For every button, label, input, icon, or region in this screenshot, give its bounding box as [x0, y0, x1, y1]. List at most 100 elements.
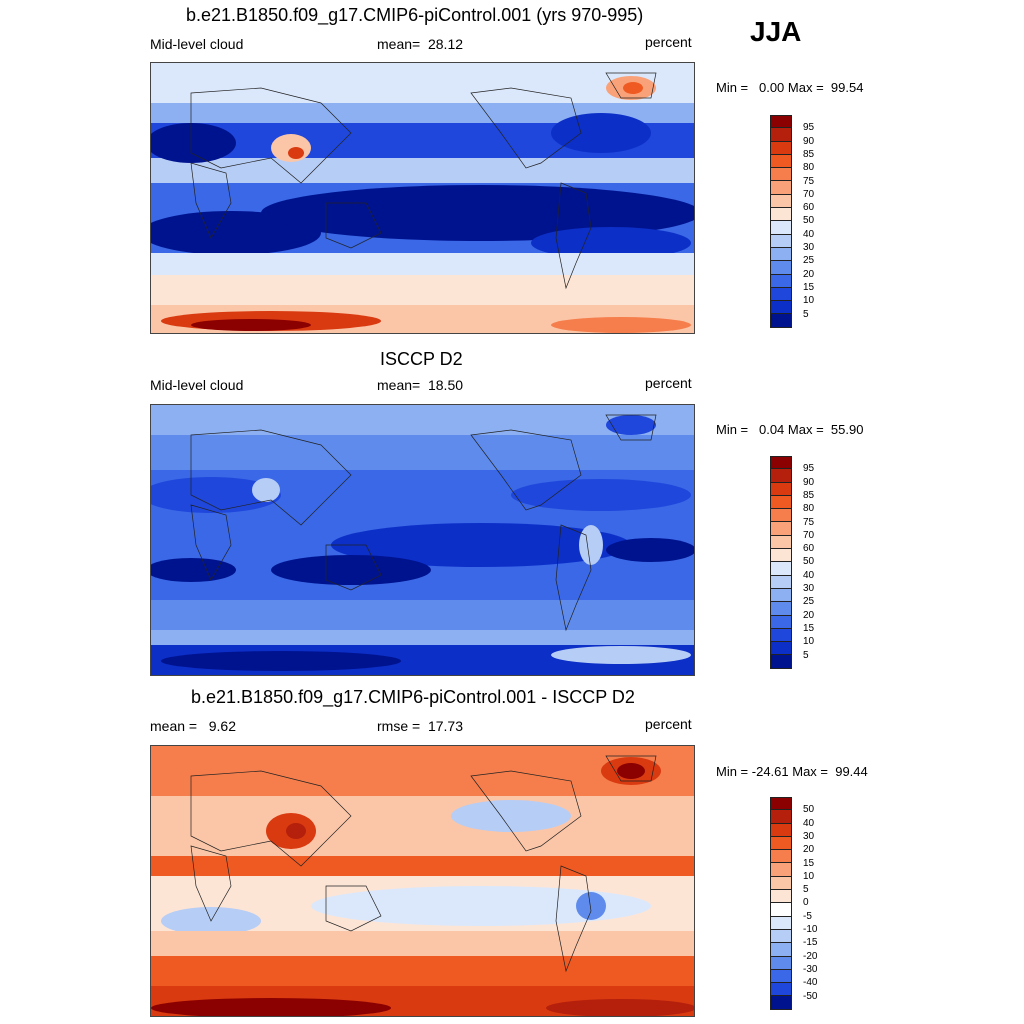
- colorbar-tick-label: 20: [803, 268, 815, 280]
- panel3-rmse-label: rmse = 17.73: [377, 718, 463, 734]
- colorbar-swatch: [770, 168, 792, 182]
- colorbar-swatch: [770, 983, 792, 997]
- panel3-colorbar: [770, 797, 792, 1010]
- colorbar-swatch: [770, 969, 792, 984]
- colorbar-tick-label: 80: [803, 503, 815, 515]
- colorbar-tick-label: 15: [803, 857, 815, 869]
- colorbar-swatch: [770, 469, 792, 483]
- panel2-mean-label: mean= 18.50: [377, 377, 464, 393]
- colorbar-swatch: [770, 535, 792, 550]
- panel1-mean-label: mean= 28.12: [377, 36, 464, 52]
- colorbar-swatch: [770, 495, 792, 510]
- panel2-variable-label: Mid-level cloud: [150, 377, 244, 393]
- colorbar-swatch: [770, 797, 792, 811]
- colorbar-swatch: [770, 301, 792, 315]
- colorbar-swatch: [770, 876, 792, 891]
- colorbar-tick-label: 50: [803, 556, 815, 568]
- colorbar-tick-label: 85: [803, 489, 815, 501]
- colorbar-swatch: [770, 890, 792, 904]
- colorbar-swatch: [770, 850, 792, 864]
- colorbar-swatch: [770, 823, 792, 837]
- colorbar-swatch: [770, 810, 792, 824]
- colorbar-swatch: [770, 943, 792, 957]
- colorbar-swatch: [770, 128, 792, 142]
- colorbar-tick-label: 10: [803, 295, 815, 307]
- panel2-map-field: [151, 405, 694, 675]
- colorbar-tick-label: 95: [803, 463, 815, 475]
- colorbar-swatch: [770, 287, 792, 302]
- colorbar-tick-label: 90: [803, 476, 815, 488]
- colorbar-swatch: [770, 509, 792, 523]
- season-label: JJA: [750, 16, 802, 47]
- colorbar-swatch: [770, 261, 792, 275]
- colorbar-tick-label: 5: [803, 884, 809, 896]
- colorbar-tick-label: 40: [803, 817, 815, 829]
- colorbar-tick-label: 0: [803, 897, 809, 909]
- colorbar-tick-label: 70: [803, 529, 815, 541]
- colorbar-tick-label: -50: [803, 990, 818, 1002]
- panel1-colorbar: [770, 115, 792, 328]
- colorbar-swatch: [770, 181, 792, 195]
- colorbar-tick-label: 20: [803, 844, 815, 856]
- panel1-variable-label: Mid-level cloud: [150, 36, 244, 52]
- colorbar-swatch: [770, 549, 792, 563]
- panel3-map: [150, 745, 695, 1017]
- colorbar-swatch: [770, 836, 792, 851]
- colorbar-swatch: [770, 221, 792, 235]
- colorbar-tick-label: 50: [803, 215, 815, 227]
- colorbar-swatch: [770, 194, 792, 209]
- colorbar-tick-label: 40: [803, 569, 815, 581]
- panel3-units-label: percent: [645, 716, 692, 732]
- colorbar-swatch: [770, 916, 792, 930]
- colorbar-tick-label: 30: [803, 242, 815, 253]
- panel2-colorbar: [770, 456, 792, 669]
- colorbar-swatch: [770, 996, 792, 1010]
- colorbar-swatch: [770, 903, 792, 917]
- colorbar-swatch: [770, 588, 792, 603]
- colorbar-tick-label: 30: [803, 583, 815, 594]
- colorbar-swatch: [770, 642, 792, 656]
- panel1-minmax-label: Min = 0.00 Max = 99.54: [716, 80, 864, 95]
- colorbar-tick-label: 30: [803, 830, 815, 842]
- colorbar-tick-label: 75: [803, 175, 815, 187]
- colorbar-tick-label: -5: [803, 910, 812, 922]
- colorbar-tick-label: 10: [803, 870, 815, 882]
- colorbar-tick-label: 20: [803, 609, 815, 621]
- colorbar-tick-label: 80: [803, 162, 815, 174]
- colorbar-tick-label: 25: [803, 596, 815, 608]
- colorbar-swatch: [770, 314, 792, 328]
- colorbar-tick-label: -10: [803, 924, 818, 935]
- colorbar-tick-label: -15: [803, 937, 818, 949]
- colorbar-tick-label: 10: [803, 636, 815, 648]
- colorbar-swatch: [770, 522, 792, 536]
- colorbar-swatch: [770, 141, 792, 155]
- panel3-minmax-label: Min = -24.61 Max = 99.44: [716, 764, 868, 779]
- colorbar-tick-label: 50: [803, 804, 815, 816]
- panel1-map-field: [151, 63, 694, 333]
- colorbar-swatch: [770, 628, 792, 643]
- colorbar-tick-label: -30: [803, 963, 818, 975]
- colorbar-tick-label: 15: [803, 281, 815, 293]
- panel2-units-label: percent: [645, 375, 692, 391]
- colorbar-tick-label: 15: [803, 622, 815, 634]
- colorbar-swatch: [770, 456, 792, 470]
- colorbar-tick-label: 60: [803, 543, 815, 555]
- colorbar-swatch: [770, 208, 792, 222]
- colorbar-swatch: [770, 956, 792, 970]
- panel1-title: b.e21.B1850.f09_g17.CMIP6-piControl.001 …: [186, 5, 644, 25]
- panel3-map-field: [151, 746, 694, 1016]
- colorbar-tick-label: 40: [803, 228, 815, 240]
- panel3-title: b.e21.B1850.f09_g17.CMIP6-piControl.001 …: [191, 687, 635, 707]
- colorbar-tick-label: 95: [803, 122, 815, 134]
- colorbar-swatch: [770, 154, 792, 169]
- panel1-map: [150, 62, 695, 334]
- colorbar-swatch: [770, 602, 792, 616]
- colorbar-swatch: [770, 575, 792, 589]
- colorbar-tick-label: 75: [803, 516, 815, 528]
- colorbar-swatch: [770, 482, 792, 496]
- panel3-mean-label: mean = 9.62: [150, 718, 237, 734]
- colorbar-tick-label: 5: [803, 649, 809, 661]
- colorbar-tick-label: 70: [803, 188, 815, 200]
- colorbar-swatch: [770, 247, 792, 262]
- colorbar-swatch: [770, 655, 792, 669]
